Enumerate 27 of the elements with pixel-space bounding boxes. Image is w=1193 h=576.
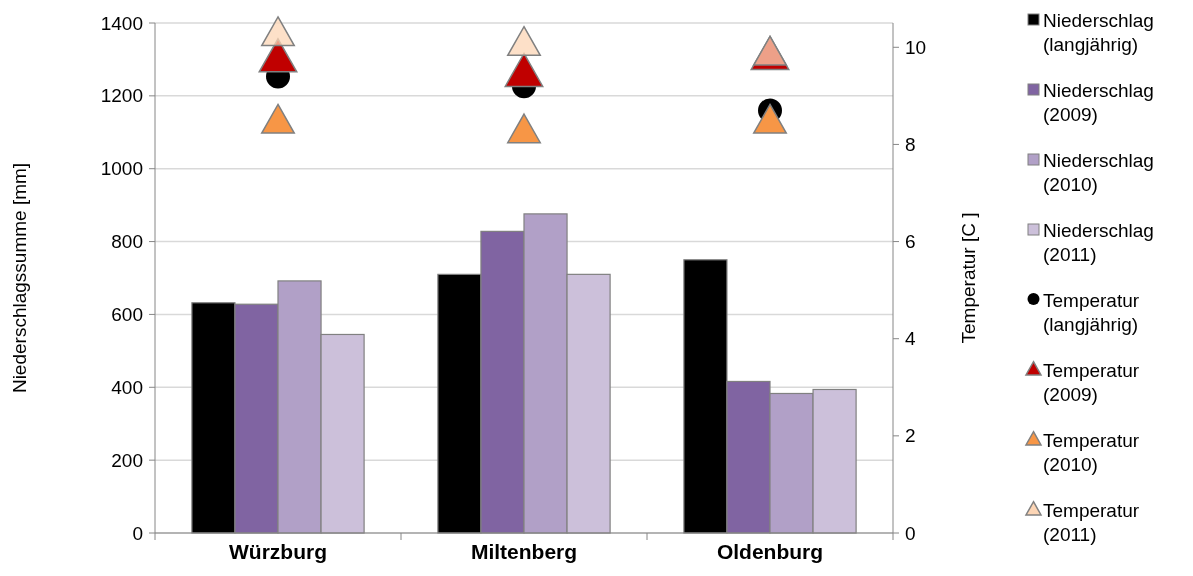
y2-tick-label: 2: [905, 425, 916, 447]
y-tick-label: 400: [111, 376, 143, 398]
legend-label: Temperatur (2010): [1043, 429, 1140, 475]
x-tick-label: Miltenberg: [470, 540, 578, 563]
y2-tick-label: 4: [905, 328, 916, 350]
y-tick-label: 800: [111, 231, 143, 253]
legend-label: Temperatur (2011): [1043, 499, 1140, 545]
y2-tick-label: 6: [905, 231, 916, 253]
y-tick-label: 200: [111, 449, 143, 471]
y2-tick-label: 0: [905, 522, 916, 544]
x-tick-label: Würzburg: [229, 540, 327, 563]
y-tick-label: 600: [111, 303, 143, 325]
legend-label: Temperatur (2009): [1043, 359, 1140, 405]
legend-label: Niederschlag (2010): [1043, 149, 1154, 195]
y2-tick-label: 10: [905, 36, 927, 58]
y-axis-title: Niederschlagssumme [mm]: [9, 162, 30, 394]
legend-label: Niederschlag (langjährig): [1043, 9, 1154, 55]
y-tick-label: 1000: [100, 158, 143, 180]
y2-tick-label: 8: [905, 133, 916, 155]
y2-axis-title: Temperatur [C ]: [958, 212, 979, 344]
x-tick-label: Oldenburg: [716, 540, 824, 563]
y-tick-label: 1400: [100, 12, 143, 34]
y-tick-label: 1200: [100, 85, 143, 107]
legend-label: Niederschlag (2011): [1043, 219, 1154, 265]
y-tick-label: 0: [132, 522, 143, 544]
legend-label: Niederschlag (2009): [1043, 79, 1154, 125]
legend-label: Temperatur (langjährig): [1043, 289, 1140, 335]
